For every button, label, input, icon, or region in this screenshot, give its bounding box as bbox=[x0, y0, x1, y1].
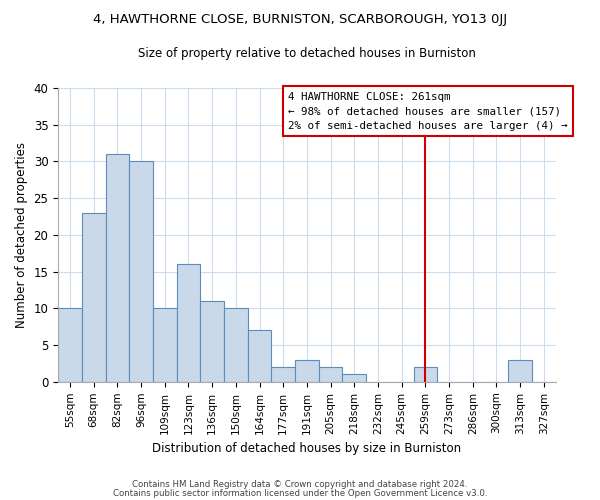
Bar bbox=[248, 330, 271, 382]
Bar bbox=[224, 308, 248, 382]
Bar bbox=[413, 367, 437, 382]
Text: 4 HAWTHORNE CLOSE: 261sqm
← 98% of detached houses are smaller (157)
2% of semi-: 4 HAWTHORNE CLOSE: 261sqm ← 98% of detac… bbox=[288, 92, 568, 130]
Bar bbox=[295, 360, 319, 382]
Bar bbox=[200, 301, 224, 382]
Text: Contains public sector information licensed under the Open Government Licence v3: Contains public sector information licen… bbox=[113, 490, 487, 498]
X-axis label: Distribution of detached houses by size in Burniston: Distribution of detached houses by size … bbox=[152, 442, 461, 455]
Bar bbox=[508, 360, 532, 382]
Bar bbox=[58, 308, 82, 382]
Bar bbox=[129, 162, 153, 382]
Bar bbox=[271, 367, 295, 382]
Bar bbox=[153, 308, 176, 382]
Bar bbox=[82, 213, 106, 382]
Text: Contains HM Land Registry data © Crown copyright and database right 2024.: Contains HM Land Registry data © Crown c… bbox=[132, 480, 468, 489]
Bar bbox=[106, 154, 129, 382]
Bar bbox=[319, 367, 343, 382]
Title: Size of property relative to detached houses in Burniston: Size of property relative to detached ho… bbox=[138, 48, 476, 60]
Bar bbox=[176, 264, 200, 382]
Text: 4, HAWTHORNE CLOSE, BURNISTON, SCARBOROUGH, YO13 0JJ: 4, HAWTHORNE CLOSE, BURNISTON, SCARBOROU… bbox=[93, 12, 507, 26]
Y-axis label: Number of detached properties: Number of detached properties bbox=[15, 142, 28, 328]
Bar bbox=[343, 374, 366, 382]
